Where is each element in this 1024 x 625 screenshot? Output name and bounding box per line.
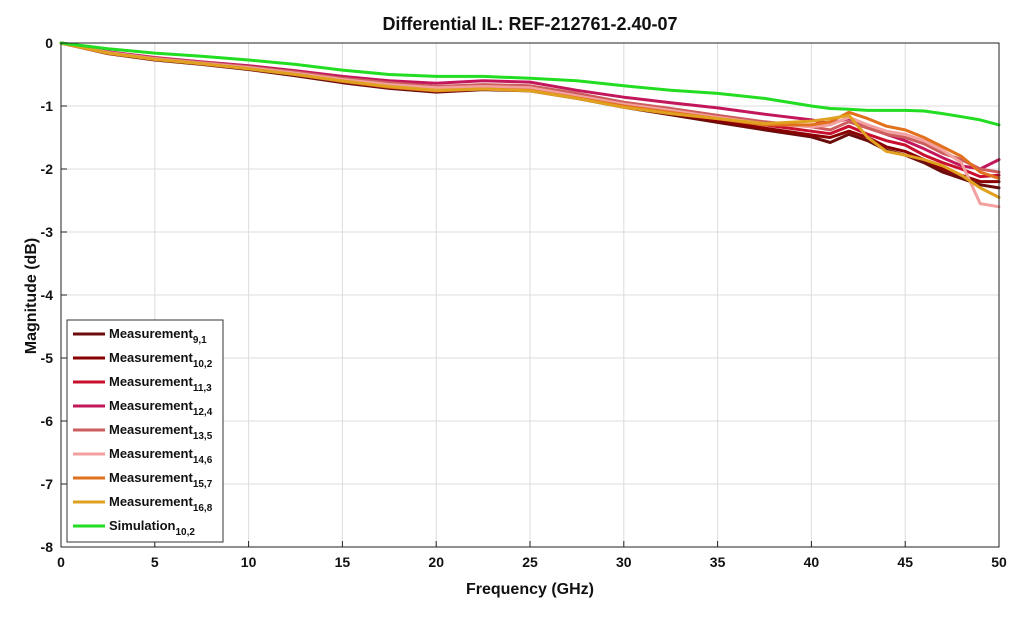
plot-frame <box>60 42 1000 548</box>
y-tick-label: 0 <box>45 35 53 51</box>
legend: Measurement9,1 Measurement10,2 Measurement… <box>66 319 224 543</box>
legend-label: Measurement14,6 <box>109 446 213 466</box>
x-tick-label: 25 <box>522 554 538 570</box>
series-line-9 <box>59 41 1001 127</box>
y-tick-label: -2 <box>41 161 54 177</box>
legend-label: Measurement12,4 <box>109 398 213 418</box>
x-tick-label: 20 <box>428 554 444 570</box>
legend-label: Measurement16,8 <box>109 494 213 514</box>
series-lines <box>59 41 1001 209</box>
legend-label: Simulation10,2 <box>109 518 195 538</box>
y-tick-label: -7 <box>41 476 54 492</box>
x-tick-label: 10 <box>241 554 257 570</box>
x-tick-label: 30 <box>616 554 632 570</box>
y-tick-label: -4 <box>41 287 54 303</box>
y-tick-label: -6 <box>41 413 54 429</box>
y-tick-label: -1 <box>41 98 54 114</box>
x-tick-label: 0 <box>57 554 65 570</box>
legend-label: Measurement10,2 <box>109 350 213 370</box>
x-tick-label: 50 <box>991 554 1007 570</box>
x-tick-label: 40 <box>804 554 820 570</box>
y-tick-labels: 0 -1 -2 -3 -4 -5 -6 -7 -8 <box>41 35 54 555</box>
legend-label: Measurement9,1 <box>109 326 207 346</box>
x-tick-labels: 0 5 10 15 20 25 30 35 40 45 50 <box>57 554 1007 570</box>
x-axis-label: Frequency (GHz) <box>466 581 594 598</box>
x-tick-label: 15 <box>335 554 351 570</box>
x-tick-label: 35 <box>710 554 726 570</box>
y-tick-label: -3 <box>41 224 54 240</box>
x-tick-label: 5 <box>151 554 159 570</box>
legend-label: Measurement13,5 <box>109 422 213 442</box>
legend-label: Measurement11,3 <box>109 374 212 394</box>
legend-label: Measurement15,7 <box>109 470 213 490</box>
y-tick-label: -8 <box>41 539 54 555</box>
y-axis-label: Magnitude (dB) <box>23 238 40 354</box>
x-tick-label: 45 <box>897 554 913 570</box>
series-line-8 <box>59 41 1001 199</box>
y-tick-label: -5 <box>41 350 54 366</box>
chart-title: Differential IL: REF-212761-2.40-07 <box>382 14 677 34</box>
